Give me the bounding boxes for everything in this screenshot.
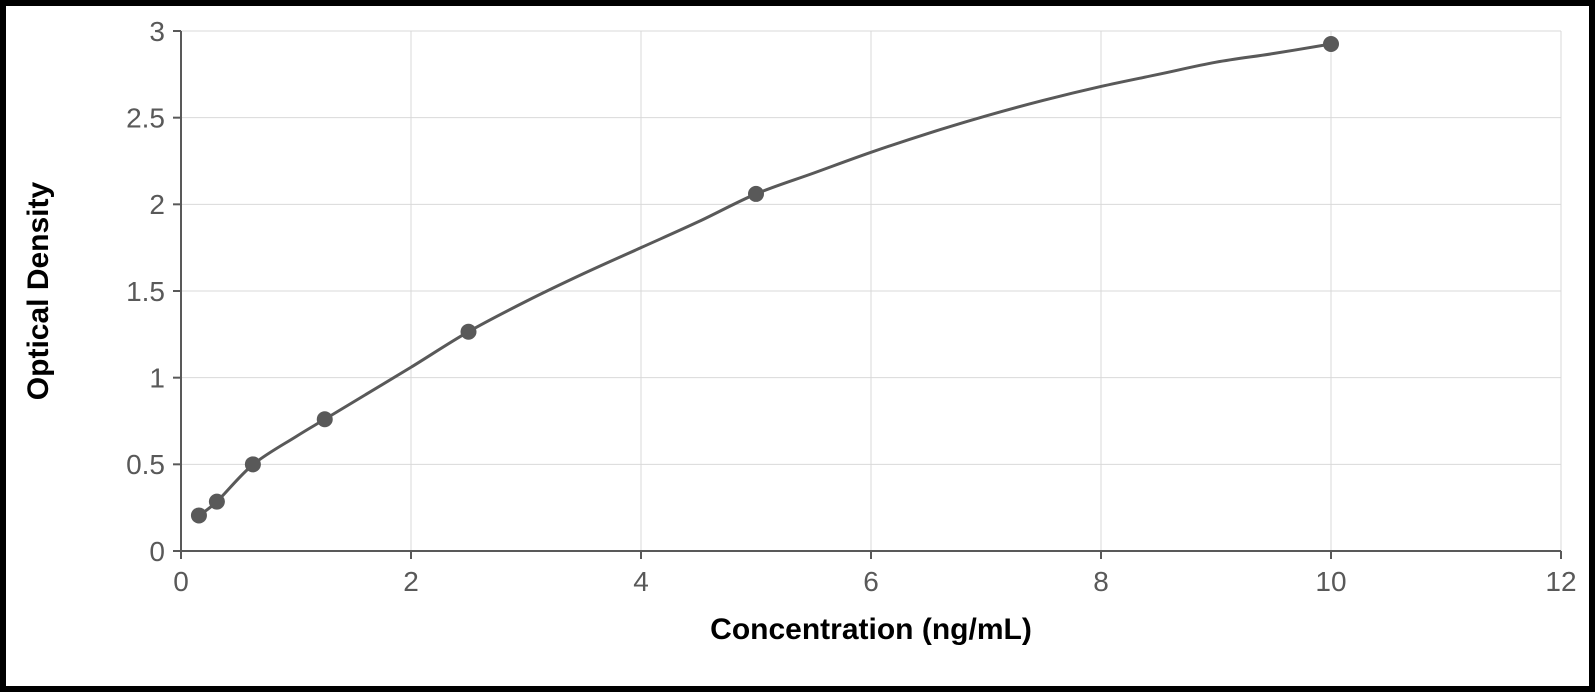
y-axis-label: Optical Density: [22, 181, 55, 400]
x-tick-label: 10: [1315, 566, 1346, 597]
data-points: [191, 36, 1339, 523]
x-tick-label: 2: [403, 566, 419, 597]
x-tick-label: 12: [1545, 566, 1576, 597]
y-tick-label: 0: [149, 536, 165, 567]
x-axis-label: Concentration (ng/mL): [710, 613, 1032, 646]
y-tick-label: 2: [149, 189, 165, 220]
chart-plot: 0 2 4 6 8 10 12 0 0.5 1 1.5 2 2.5 3 Concentration (ng/…: [6, 6, 1589, 686]
data-point: [461, 324, 477, 340]
y-tick-label: 0.5: [126, 449, 165, 480]
ticks: 0 2 4 6 8 10 12 0 0.5 1 1.5 2 2.5 3: [126, 16, 1577, 597]
y-tick-label: 1.5: [126, 276, 165, 307]
y-tick-label: 1: [149, 362, 165, 393]
x-tick-label: 8: [1093, 566, 1109, 597]
x-tick-label: 4: [633, 566, 649, 597]
data-point: [317, 411, 333, 427]
chart-frame: 0 2 4 6 8 10 12 0 0.5 1 1.5 2 2.5 3 Concentration (ng/…: [0, 0, 1595, 692]
data-point: [748, 186, 764, 202]
x-tick-label: 0: [173, 566, 189, 597]
gridlines: [181, 31, 1561, 551]
fit-curve: [199, 44, 1331, 515]
data-point: [245, 456, 261, 472]
data-point: [1323, 36, 1339, 52]
x-tick-label: 6: [863, 566, 879, 597]
y-tick-label: 2.5: [126, 102, 165, 133]
y-tick-label: 3: [149, 16, 165, 47]
data-point: [191, 507, 207, 523]
data-point: [209, 494, 225, 510]
